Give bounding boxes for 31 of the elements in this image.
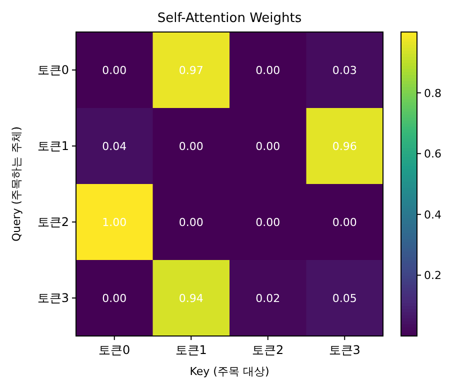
color-bar-label: 0.8	[424, 86, 442, 100]
color-bar-label: 0.4	[424, 208, 442, 222]
data-label: 0.00	[102, 64, 127, 77]
x-tick-label: 토큰2	[252, 343, 284, 357]
x-tick-label: 토큰1	[175, 343, 207, 357]
x-tick-label: 토큰0	[98, 343, 130, 357]
data-label: 0.05	[332, 292, 357, 305]
x-tick-label: 토큰3	[328, 343, 360, 357]
y-tick-label: 토큰2	[37, 215, 69, 229]
data-label: 0.02	[256, 292, 280, 305]
data-label: 0.00	[256, 140, 280, 153]
data-label: 0.03	[332, 64, 357, 77]
x-axis-title: Key (주목 대상)	[190, 365, 270, 378]
data-label: 0.00	[256, 64, 280, 77]
color-bar-label: 0.2	[424, 269, 442, 282]
y-tick-label: 토큰0	[37, 63, 69, 77]
data-label: 0.00	[332, 216, 357, 229]
chart-title: Self-Attention Weights	[157, 11, 302, 26]
data-label: 0.00	[178, 216, 204, 229]
y-tick-label: 토큰1	[37, 139, 69, 153]
data-label: 0.00	[102, 292, 127, 305]
data-label: 0.00	[256, 216, 280, 229]
data-label: 0.04	[102, 140, 127, 153]
data-label: 0.94	[178, 292, 204, 305]
data-label: 1.00	[102, 216, 127, 229]
data-label: 0.00	[178, 140, 204, 153]
data-label: 0.96	[332, 140, 357, 153]
data-label: 0.97	[178, 64, 204, 77]
y-tick-label: 토큰3	[37, 291, 69, 305]
color-bar-label: 0.6	[424, 148, 442, 161]
y-axis-title: Query (주목하는 주체)	[10, 126, 23, 242]
